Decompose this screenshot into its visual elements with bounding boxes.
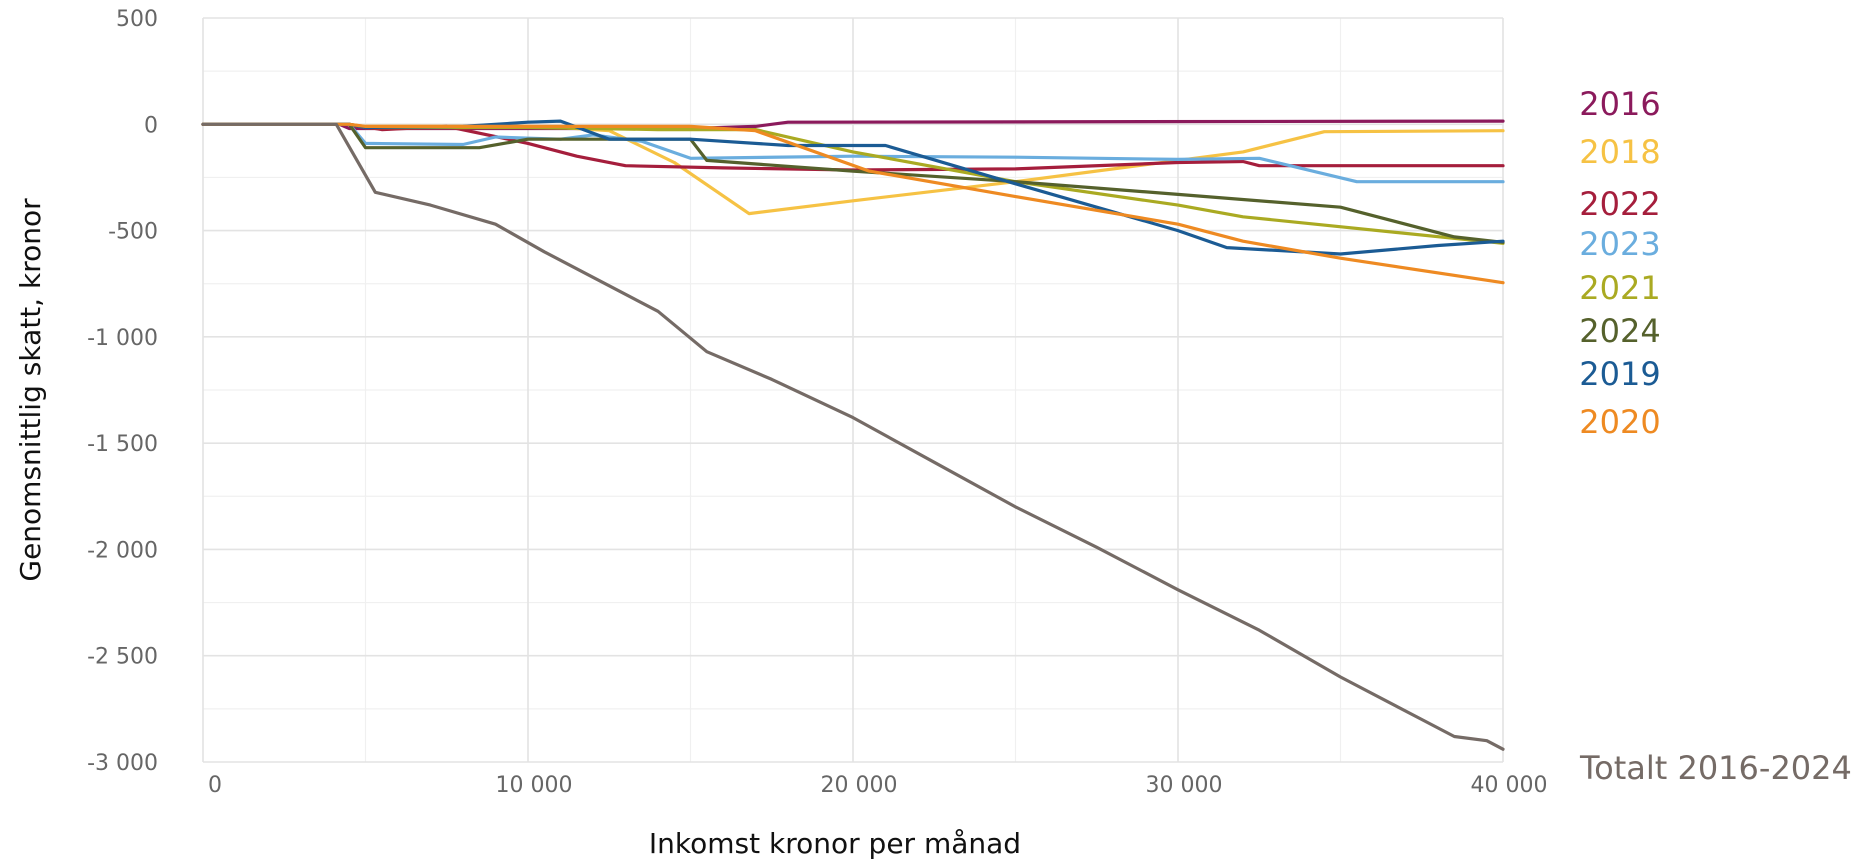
x-tick-label: 40 000: [1471, 773, 1548, 798]
x-tick-label: 20 000: [821, 773, 898, 798]
series-line-2024: [201, 122, 1505, 244]
y-tick-label: -2 500: [87, 645, 158, 670]
x-tick-label: 30 000: [1146, 773, 1223, 798]
series-line-2020: [201, 122, 1505, 285]
y-tick-label: 0: [144, 113, 158, 138]
x-tick-label: 0: [208, 773, 222, 798]
series-label-2016: 2016: [1579, 85, 1660, 123]
series-label-2018: 2018: [1579, 133, 1660, 171]
x-axis-title: Inkomst kronor per månad: [649, 827, 1021, 860]
y-axis-title: Genomsnittlig skatt, kronor: [14, 198, 47, 582]
x-tick-label: 10 000: [496, 773, 573, 798]
series-label-2024: 2024: [1579, 312, 1660, 350]
y-tick-label: -1 500: [87, 432, 158, 457]
x-axis-ticks: 0 10 000 20 000 30 000 40 000: [208, 773, 1547, 798]
y-tick-label: 500: [116, 7, 158, 32]
series-label-2019: 2019: [1579, 355, 1660, 393]
y-tick-label: -500: [108, 220, 158, 245]
y-tick-label: -1 000: [87, 326, 158, 351]
y-tick-label: -3 000: [87, 751, 158, 776]
series-line-2023: [201, 122, 1505, 184]
series-label-2020: 2020: [1579, 403, 1660, 441]
y-tick-label: -2 000: [87, 538, 158, 563]
y-axis-ticks: 500 0 -500 -1 000 -1 500 -2 000 -2 500 -3 000: [87, 7, 158, 776]
series-label-2021: 2021: [1579, 269, 1660, 307]
series-label-2022: 2022: [1579, 185, 1660, 223]
series-line-totalt-2016-2024: [201, 122, 1505, 751]
series-lines: [201, 119, 1505, 751]
grid: [202, 17, 1504, 763]
series-label-totalt-2016-2024: Totalt 2016-2024: [1579, 749, 1852, 787]
series-label-2023: 2023: [1579, 225, 1660, 263]
